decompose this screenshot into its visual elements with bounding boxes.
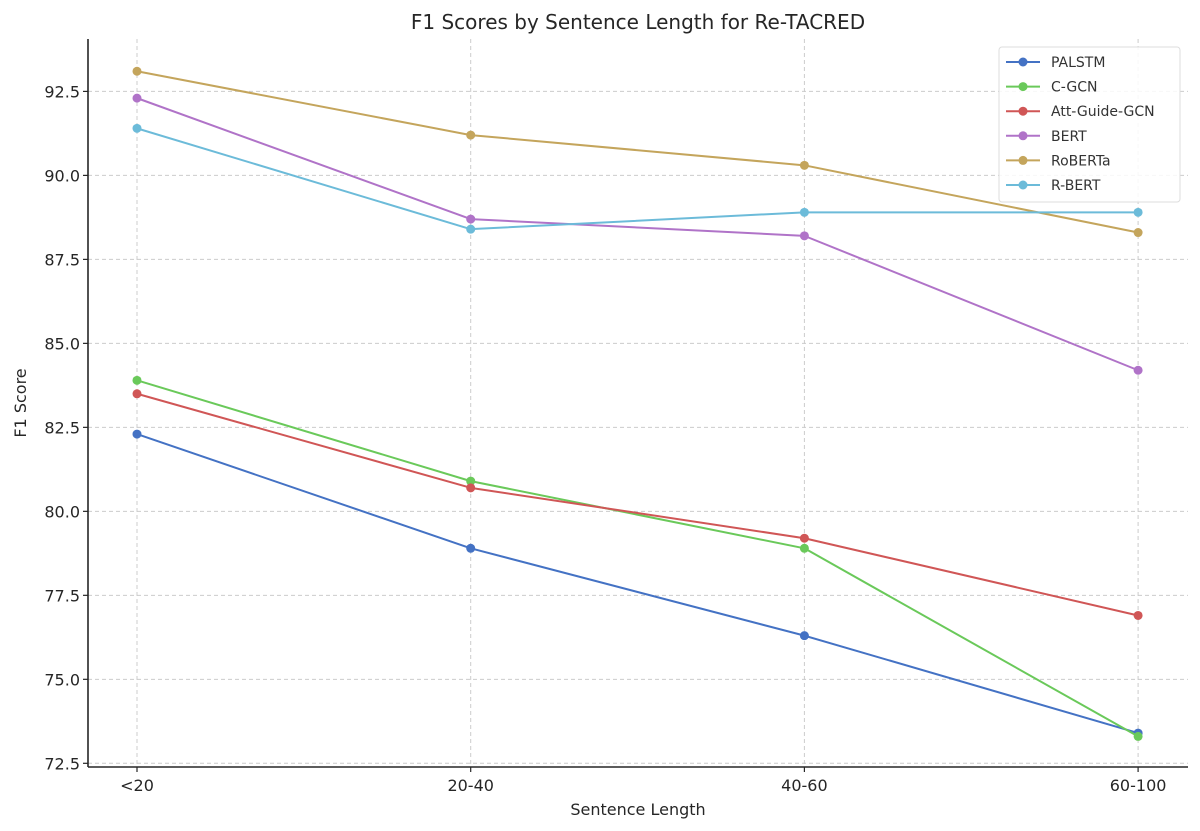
x-tick-label: 60-100 [1110,776,1167,795]
y-tick-label: 85.0 [44,334,80,353]
legend-box [998,46,1181,203]
data-point-marker [132,375,142,385]
data-point-marker [1133,228,1143,238]
legend-label: RoBERTa [1051,153,1111,169]
data-point-marker [466,214,476,224]
series-att-guide-gcn [132,389,1143,620]
legend-label: PALSTM [1051,55,1105,71]
data-point-marker [132,429,142,439]
legend-label: Att-Guide-GCN [1051,104,1155,120]
x-tick-label: <20 [120,776,154,795]
data-point-marker [799,631,809,641]
y-axis-label: F1 Score [11,368,30,437]
series-r-bert [132,123,1143,234]
data-point-marker [799,533,809,543]
series-group [132,66,1143,741]
data-point-marker [1133,365,1143,375]
data-point-marker [799,207,809,217]
legend-item: RoBERTa [1006,153,1111,169]
data-point-marker [1133,207,1143,217]
data-point-marker [132,66,142,76]
y-tick-label: 77.5 [44,586,80,605]
series-line [136,127,1139,231]
data-point-marker [1133,610,1143,620]
legend-item: C-GCN [1006,80,1097,96]
series-line [136,379,1139,738]
y-tick-label: 82.5 [44,418,80,437]
x-tick-label: 20-40 [447,776,494,795]
x-axis-ticks: <20 20-40 40-60 60-100 [120,767,1166,795]
x-tick-label: 40-60 [781,776,828,795]
legend: PALSTM C-GCN Att-Guide-GCN BERT RoBERTa R-BER… [998,46,1181,203]
axes [87,39,1188,768]
y-tick-label: 90.0 [44,166,80,185]
legend-label: BERT [1051,129,1087,145]
series-line [136,433,1139,735]
legend-marker-icon [1018,131,1028,141]
data-point-marker [466,543,476,553]
data-point-marker [1133,731,1143,741]
data-point-marker [132,389,142,399]
y-tick-label: 92.5 [44,82,80,101]
legend-marker-icon [1018,57,1028,67]
legend-item: PALSTM [1006,55,1105,71]
legend-item: Att-Guide-GCN [1006,104,1155,120]
x-axis-label: Sentence Length [570,800,705,819]
y-tick-label: 75.0 [44,670,80,689]
data-point-marker [132,93,142,103]
data-point-marker [799,160,809,170]
legend-label: C-GCN [1051,80,1097,96]
data-point-marker [799,231,809,241]
data-point-marker [799,543,809,553]
y-axis-ticks: 72.5 75.0 77.5 80.0 82.5 85.0 87.5 90.0 92.5 [44,82,88,773]
series-roberta [132,66,1143,238]
data-point-marker [466,224,476,234]
data-point-marker [466,483,476,493]
data-point-marker [132,123,142,133]
series-line [136,392,1139,617]
y-tick-label: 72.5 [44,754,80,773]
legend-marker-icon [1018,155,1028,165]
legend-marker-icon [1018,106,1028,116]
data-point-marker [466,476,476,486]
series-bert [132,93,1143,375]
legend-marker-icon [1018,180,1028,190]
legend-item: R-BERT [1006,178,1101,194]
chart-title: F1 Scores by Sentence Length for Re-TACR… [411,10,865,34]
legend-label: R-BERT [1051,178,1101,194]
legend-marker-icon [1018,82,1028,92]
series-palstm [132,429,1143,738]
data-point-marker [466,130,476,140]
grid [88,39,1188,767]
y-tick-label: 87.5 [44,250,80,269]
y-tick-label: 80.0 [44,502,80,521]
legend-item: BERT [1006,129,1087,145]
series-line [136,70,1139,234]
series-line [136,97,1139,372]
series-c-gcn [132,375,1143,741]
